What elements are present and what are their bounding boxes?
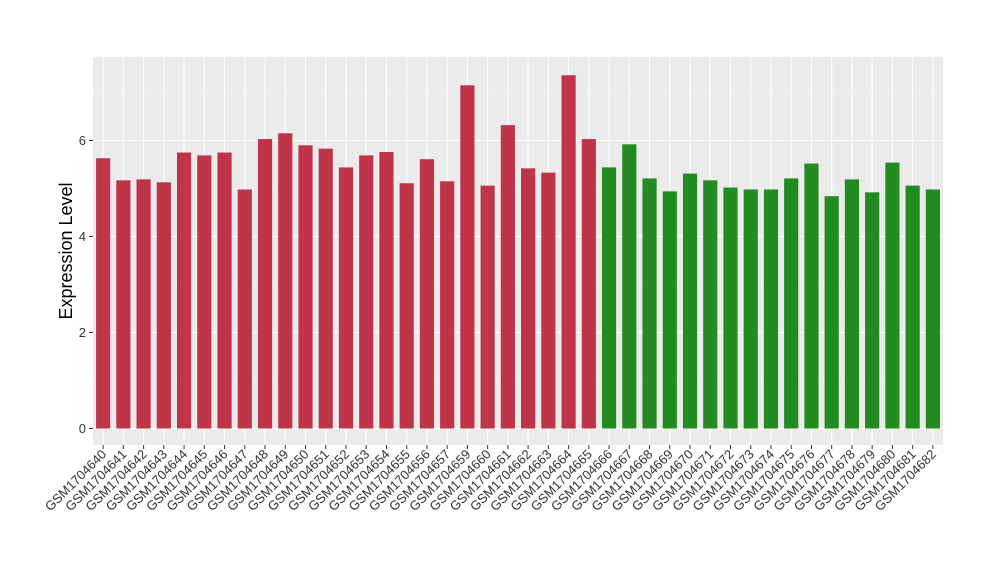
- bar: [278, 133, 293, 429]
- bar: [824, 196, 839, 429]
- bar: [723, 187, 738, 429]
- bar: [237, 189, 252, 429]
- bar: [197, 155, 212, 429]
- bar: [399, 183, 414, 429]
- bar: [521, 168, 536, 429]
- bar: [359, 155, 374, 429]
- bar: [865, 192, 880, 429]
- bar: [581, 139, 596, 429]
- bar: [136, 179, 151, 429]
- bar: [156, 182, 171, 429]
- bar: [440, 181, 455, 429]
- y-tick-label: 4: [79, 229, 86, 244]
- bar: [804, 163, 819, 429]
- bar: [743, 189, 758, 429]
- bar: [298, 145, 313, 429]
- bar: [662, 191, 677, 429]
- bar: [460, 85, 475, 429]
- bar: [703, 180, 718, 429]
- bar: [763, 189, 779, 429]
- bar: [541, 172, 556, 429]
- bar: [379, 152, 394, 429]
- bar: [885, 162, 900, 429]
- y-tick-label: 2: [79, 325, 86, 340]
- bar: [318, 148, 333, 429]
- bar: [217, 152, 232, 429]
- y-axis-title: Expression Level: [56, 182, 76, 319]
- x-axis-ticks: GSM1704640GSM1704641GSM1704642GSM1704643…: [42, 445, 939, 514]
- bar: [905, 185, 920, 429]
- bar: [784, 178, 799, 429]
- bar: [257, 139, 273, 429]
- bars: [96, 75, 940, 429]
- bar: [561, 75, 576, 429]
- y-tick-label: 6: [79, 133, 86, 148]
- bar: [176, 152, 192, 429]
- bar: [622, 144, 637, 429]
- bar: [682, 173, 698, 429]
- bar: [338, 167, 354, 429]
- bar: [844, 179, 860, 429]
- bar: [925, 189, 940, 429]
- bar: [116, 180, 131, 429]
- bar: [419, 159, 435, 429]
- bar: [480, 185, 495, 429]
- y-tick-label: 0: [79, 421, 86, 436]
- bar: [601, 167, 617, 429]
- bar: [642, 178, 657, 429]
- y-axis-ticks: 0 2 4 6: [79, 133, 93, 436]
- bar: [96, 158, 111, 429]
- bar: [500, 125, 515, 429]
